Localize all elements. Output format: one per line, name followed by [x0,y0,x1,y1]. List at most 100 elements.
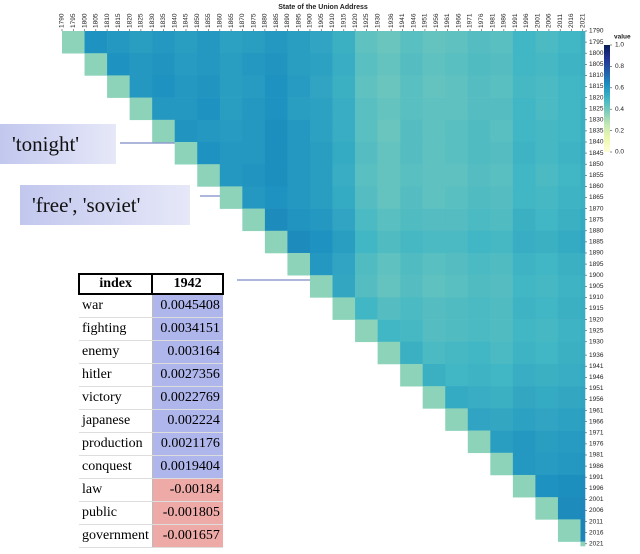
table-word: hitler [79,363,153,387]
cell [580,519,586,542]
x-tick-label: 1855 [205,13,212,28]
y-tick-label: 1996 [589,485,604,492]
y-tick-label: 1966 [589,418,604,425]
y-tick-label: 2016 [589,529,604,536]
cell [400,297,423,320]
cell [467,341,491,365]
y-tick-label: 1946 [589,374,604,381]
cell [355,252,378,276]
x-tick-label: 1941 [399,13,406,28]
cell [264,208,288,232]
cell [580,75,586,98]
cell [197,119,221,143]
cell [467,97,491,121]
cell [377,31,401,54]
cell [129,53,153,76]
x-tick-label: 1845 [183,13,190,28]
colorbar-tick-label: 0.8 [615,63,624,70]
cell [219,97,243,121]
cell [400,208,423,232]
cell [535,97,559,121]
cell [197,141,221,165]
cell [557,141,581,165]
cell [535,53,559,76]
y-tick-label: 1800 [589,50,604,57]
cell [535,297,559,320]
cell [557,208,581,232]
cell [309,31,333,54]
cell [355,31,378,54]
x-tick-label: 1795 [70,13,77,28]
table-value: 0.003164 [152,340,223,364]
cell [535,164,559,187]
cell [287,186,311,209]
cell [422,119,446,143]
cell [580,252,586,276]
cell [377,141,401,165]
x-tick-label: 2001 [534,13,541,28]
cell [107,53,130,76]
cell [400,252,423,276]
cell [467,53,491,76]
cell [535,230,559,254]
cell [422,386,446,409]
cell [535,341,559,365]
cell [535,186,559,209]
cell [490,208,514,232]
cell [219,186,243,209]
y-tick-label: 1825 [589,105,604,112]
cell [490,141,514,165]
colorbar-tick-label: 0.4 [615,106,624,113]
cell [264,97,288,121]
cell [580,297,586,320]
cell [422,31,446,54]
x-tick-label: 1986 [501,13,508,28]
cell [400,275,423,298]
cell [535,208,559,232]
y-tick-label: 1920 [589,316,604,323]
cell [377,341,401,365]
cell [400,97,423,121]
cell [512,31,536,54]
y-tick-label: 1890 [589,250,604,257]
table-word: victory [79,386,153,410]
cell [557,53,581,76]
table-value: -0.001657 [152,524,223,548]
cell [445,141,469,165]
cell [535,119,559,143]
table-header: 1942 [151,273,224,295]
x-tick-label: 1850 [194,13,201,28]
cell [490,252,514,276]
x-tick-label: 2021 [579,13,586,28]
cell [557,497,581,520]
table-row: conquest 0.0019404 [79,455,223,479]
cell [287,141,311,165]
cell [557,474,581,498]
cell [242,119,266,143]
y-tick-label: 1830 [589,117,604,124]
cell [557,363,581,387]
cell [557,297,581,320]
x-tick-label: 1865 [228,13,235,28]
cell [219,75,243,98]
table-word: war [79,294,153,318]
cell [535,452,559,476]
x-tick-label: 1825 [138,13,145,28]
table-word: law [79,478,153,502]
annotation-box: 'free', 'soviet' [20,185,190,225]
cell [512,186,536,209]
y-tick-label: 1810 [589,72,604,79]
cell [490,297,514,320]
cell [512,319,536,343]
x-tick-label: 1815 [115,13,122,28]
x-tick-label: 1915 [341,13,348,28]
cell [400,230,423,254]
x-tick-label: 2011 [557,14,564,28]
cell [422,363,446,387]
y-tick-label: 1900 [589,272,604,279]
cell [535,386,559,409]
cell [219,53,243,76]
cell [377,319,401,343]
cell [174,53,198,76]
cell [490,164,514,187]
